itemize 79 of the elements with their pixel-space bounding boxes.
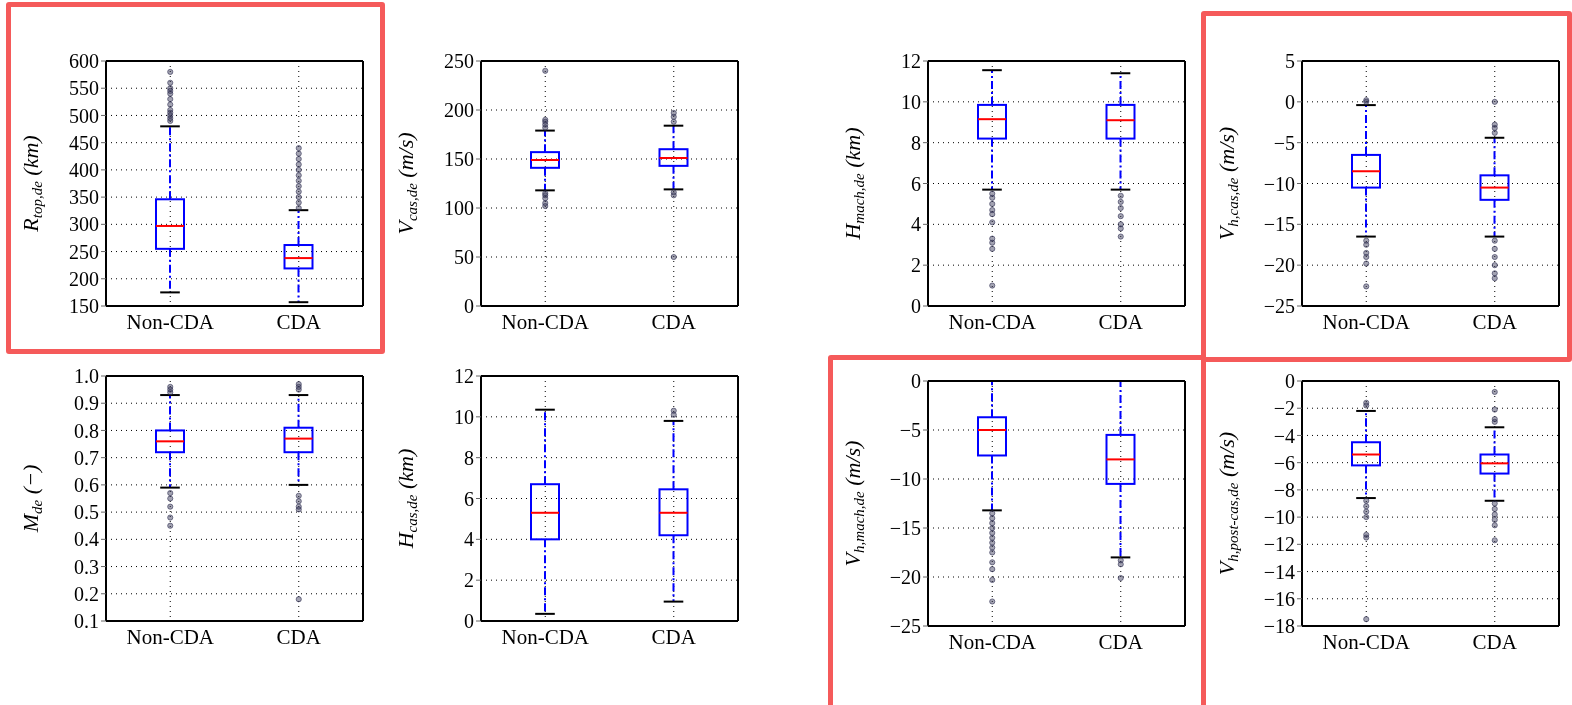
y-tick-label: 10 xyxy=(454,405,474,428)
y-tick-label: 0.5 xyxy=(74,501,99,524)
y-tick-label: 12 xyxy=(454,365,474,388)
y-tick-label: 600 xyxy=(69,50,99,73)
y-tick-label: 150 xyxy=(69,295,99,318)
y-tick-label: 0 xyxy=(1285,90,1295,113)
x-tick-label: Non-CDA xyxy=(126,309,215,334)
y-tick-label: 12 xyxy=(901,50,921,73)
y-tick-label: −25 xyxy=(1263,295,1295,318)
y-tick-label: 6 xyxy=(911,172,921,195)
y-tick-label: 2 xyxy=(464,569,474,592)
y-tick-label: −5 xyxy=(899,419,921,442)
x-tick-label: CDA xyxy=(276,624,322,649)
y-tick-label: 450 xyxy=(69,131,99,154)
y-tick-label: 0 xyxy=(911,295,921,318)
y-tick-label: 350 xyxy=(69,186,99,209)
x-tick-label: CDA xyxy=(1472,309,1518,334)
y-tick-label: 0 xyxy=(911,370,921,393)
y-tick-label: −14 xyxy=(1263,560,1295,583)
y-tick-label: −10 xyxy=(1263,172,1295,195)
y-tick-label: 2 xyxy=(911,254,921,277)
y-tick-label: 400 xyxy=(69,158,99,181)
y-tick-label: 0 xyxy=(464,295,474,318)
y-tick-label: 4 xyxy=(911,213,921,236)
y-tick-label: 5 xyxy=(1285,50,1295,73)
y-tick-label: 0 xyxy=(1285,370,1295,393)
y-tick-label: 200 xyxy=(444,99,474,122)
x-tick-label: CDA xyxy=(1098,629,1144,654)
x-tick-label: CDA xyxy=(651,624,697,649)
y-tick-label: −25 xyxy=(889,615,921,638)
y-tick-label: −2 xyxy=(1273,397,1295,420)
y-tick-label: −6 xyxy=(1273,451,1295,474)
y-tick-label: 0.1 xyxy=(74,610,99,633)
y-tick-label: 0.7 xyxy=(74,446,99,469)
y-tick-label: −18 xyxy=(1263,615,1295,638)
x-tick-label: Non-CDA xyxy=(1322,629,1411,654)
y-tick-label: 8 xyxy=(911,131,921,154)
y-tick-label: −4 xyxy=(1273,424,1295,447)
y-tick-label: 50 xyxy=(454,246,474,269)
y-tick-label: −12 xyxy=(1263,533,1295,556)
y-tick-label: 0 xyxy=(464,610,474,633)
y-tick-label: 550 xyxy=(69,77,99,100)
y-tick-label: −10 xyxy=(889,468,921,491)
x-tick-label: Non-CDA xyxy=(1322,309,1411,334)
y-tick-label: 500 xyxy=(69,104,99,127)
y-tick-label: 250 xyxy=(444,50,474,73)
y-tick-label: 0.4 xyxy=(74,528,99,551)
y-tick-label: −15 xyxy=(1263,213,1295,236)
y-tick-label: −16 xyxy=(1263,587,1295,610)
x-tick-label: Non-CDA xyxy=(501,624,590,649)
y-tick-label: 200 xyxy=(69,267,99,290)
y-tick-label: −5 xyxy=(1273,131,1295,154)
y-tick-label: 8 xyxy=(464,446,474,469)
y-tick-label: 4 xyxy=(464,528,474,551)
y-tick-label: 0.3 xyxy=(74,555,99,578)
x-tick-label: CDA xyxy=(1472,629,1518,654)
x-tick-label: Non-CDA xyxy=(948,309,1037,334)
y-tick-label: 10 xyxy=(901,90,921,113)
y-tick-label: −8 xyxy=(1273,478,1295,501)
y-tick-label: −20 xyxy=(889,566,921,589)
y-tick-label: 6 xyxy=(464,487,474,510)
y-tick-label: 0.6 xyxy=(74,473,99,496)
y-tick-label: 0.2 xyxy=(74,582,99,605)
y-tick-label: 0.8 xyxy=(74,419,99,442)
x-tick-label: CDA xyxy=(276,309,322,334)
x-tick-label: Non-CDA xyxy=(501,309,590,334)
y-tick-label: 250 xyxy=(69,240,99,263)
y-tick-label: −10 xyxy=(1263,506,1295,529)
y-tick-label: 1.0 xyxy=(74,365,99,388)
x-tick-label: Non-CDA xyxy=(948,629,1037,654)
y-tick-label: 0.9 xyxy=(74,392,99,415)
y-tick-label: −15 xyxy=(889,517,921,540)
y-tick-label: −20 xyxy=(1263,254,1295,277)
y-tick-label: 300 xyxy=(69,213,99,236)
x-tick-label: CDA xyxy=(651,309,697,334)
x-tick-label: CDA xyxy=(1098,309,1144,334)
x-tick-label: Non-CDA xyxy=(126,624,215,649)
y-tick-label: 150 xyxy=(444,148,474,171)
y-tick-label: 100 xyxy=(444,197,474,220)
